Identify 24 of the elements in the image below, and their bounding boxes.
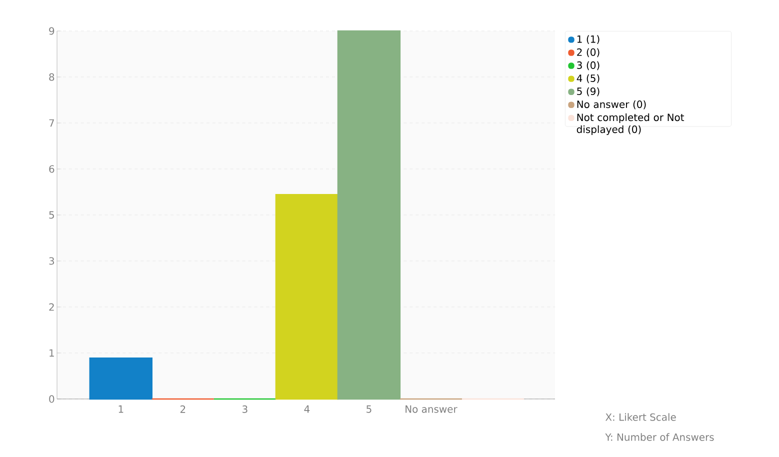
- text: X: Likert Scale: [606, 413, 676, 421]
- x-tick-label: 4: [304, 405, 310, 413]
- legend-label: 5 (9): [577, 87, 600, 96]
- legend-label: 1 (1): [577, 35, 600, 44]
- y-tick-label: 3: [49, 257, 54, 265]
- y-tick-label: 7: [49, 119, 54, 127]
- y-tick-label: 1: [50, 349, 54, 357]
- y-tick-label: 9: [49, 27, 54, 35]
- legend-label: Not completed or Not displayed (0): [576, 113, 684, 136]
- legend-label: No answer (0): [577, 100, 646, 110]
- legend-label: 4 (5): [576, 74, 600, 84]
- y-tick-label: 0: [49, 395, 54, 403]
- y-tick-label: 5: [49, 211, 54, 219]
- y-tick-label: 8: [49, 73, 54, 81]
- x-tick-label: 2: [180, 405, 186, 413]
- y-tick-label: 6: [49, 165, 54, 173]
- y-tick-label: 2: [49, 303, 54, 311]
- x-tick-label: 1: [118, 405, 124, 413]
- legend-label: 2 (0): [577, 48, 600, 58]
- x-tick-label: No answer: [406, 405, 458, 413]
- x-tick-label: 3: [242, 405, 248, 413]
- x-tick-label: 5: [366, 405, 372, 413]
- legend-label: 3 (0): [577, 61, 600, 70]
- text: Y: Number of Answers: [605, 433, 714, 441]
